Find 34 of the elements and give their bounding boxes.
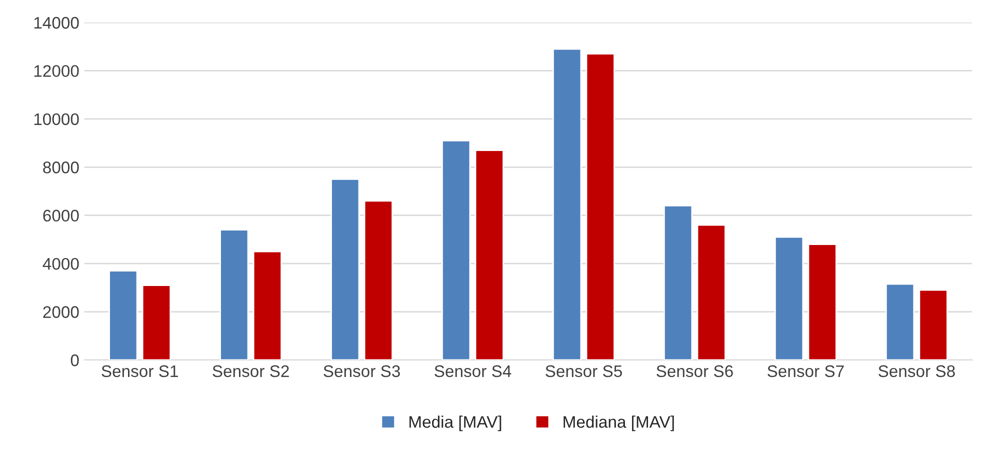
bar [330, 178, 360, 360]
legend-label: Mediana [MAV] [564, 416, 674, 432]
x-tick-label: Sensor S4 [434, 365, 512, 378]
x-tick-label: Sensor S5 [546, 365, 622, 378]
bar [442, 140, 471, 360]
x-tick-label: Sensor S7 [768, 365, 844, 378]
x-tick-label: Sensor S8 [878, 365, 955, 378]
bar [474, 150, 504, 360]
bar [808, 244, 837, 360]
bar [663, 205, 693, 360]
x-tick-label: Sensor S1 [102, 365, 178, 378]
x-tick-label: Sensor S6 [656, 365, 733, 378]
bar [252, 250, 282, 360]
legend-label: Media [MAV] [410, 416, 502, 432]
y-tick-label: 4000 [42, 258, 79, 270]
bar [696, 224, 726, 360]
bar [586, 53, 615, 360]
bar [885, 283, 915, 360]
y-tick-label: 14000 [34, 16, 79, 29]
y-tick-label: 10000 [34, 113, 79, 126]
bar [774, 236, 804, 360]
y-tick-label: 8000 [43, 162, 79, 174]
bar [220, 229, 249, 360]
x-tick-label: Sensor S2 [212, 365, 289, 378]
y-tick-label: 2000 [43, 306, 79, 318]
x-tick-label: Sensor S3 [324, 365, 400, 378]
bar [552, 48, 582, 360]
bar [108, 270, 138, 360]
bar [364, 200, 393, 360]
y-tick-label: 0 [70, 354, 79, 366]
bar [142, 284, 172, 360]
y-tick-label: 12000 [34, 65, 79, 77]
bar [918, 289, 948, 360]
y-tick-label: 6000 [43, 210, 79, 222]
